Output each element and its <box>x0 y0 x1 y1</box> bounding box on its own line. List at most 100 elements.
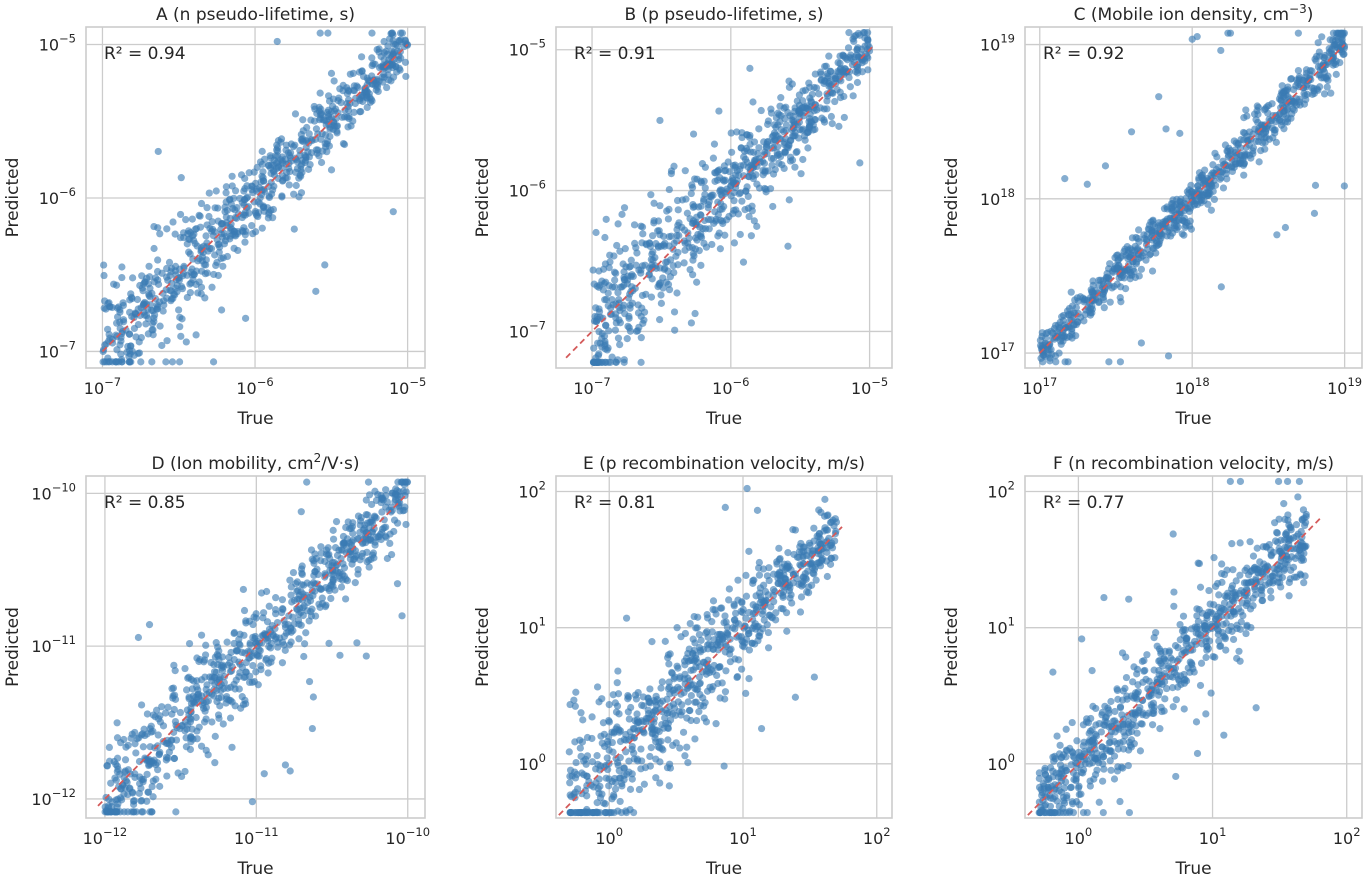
data-point <box>655 744 664 752</box>
data-point <box>681 670 689 678</box>
data-point <box>1055 349 1063 357</box>
data-point <box>282 141 291 149</box>
data-point <box>681 246 689 254</box>
data-point <box>1099 752 1108 761</box>
data-point <box>156 230 164 238</box>
data-point <box>130 808 138 816</box>
data-point <box>214 204 222 212</box>
data-point <box>637 312 645 321</box>
data-point <box>1035 774 1043 783</box>
data-point <box>212 187 220 195</box>
data-point <box>1152 237 1161 245</box>
data-point <box>1072 771 1081 780</box>
data-point <box>249 661 257 670</box>
data-point <box>1135 226 1143 234</box>
data-point <box>274 147 282 155</box>
data-point <box>627 256 635 264</box>
data-point <box>864 66 872 74</box>
data-point <box>755 125 763 133</box>
data-point <box>679 728 688 736</box>
data-point <box>197 199 206 208</box>
data-point <box>122 777 130 785</box>
data-point <box>201 707 209 715</box>
data-point <box>765 611 773 619</box>
data-point <box>1059 337 1067 345</box>
data-point <box>782 609 791 617</box>
data-point <box>233 647 241 655</box>
data-point <box>769 154 778 163</box>
data-point <box>289 613 297 621</box>
data-point <box>1042 334 1050 342</box>
data-point <box>846 83 854 91</box>
data-point <box>843 56 851 64</box>
data-point <box>1139 678 1147 686</box>
data-point <box>622 730 630 739</box>
data-point <box>1118 649 1127 657</box>
data-point <box>1207 206 1215 214</box>
data-point <box>1172 772 1180 781</box>
data-point <box>326 132 334 141</box>
data-point <box>1075 790 1083 799</box>
y-axis-label: Predicted <box>942 607 962 687</box>
data-point <box>1124 261 1133 269</box>
data-point <box>657 291 665 299</box>
data-point <box>315 600 323 608</box>
data-point <box>241 673 249 681</box>
data-point <box>625 263 633 271</box>
data-point <box>750 576 758 584</box>
data-point <box>117 350 125 358</box>
data-point <box>594 315 602 324</box>
data-point <box>338 570 346 578</box>
data-point <box>803 588 811 596</box>
data-point <box>1169 703 1177 711</box>
data-point <box>295 591 304 599</box>
data-point <box>143 770 151 778</box>
data-point <box>637 358 645 366</box>
data-point <box>265 602 273 610</box>
data-point <box>758 610 767 618</box>
data-point <box>170 754 179 763</box>
identity-reference-line <box>1039 43 1346 354</box>
data-point <box>656 202 664 210</box>
data-point <box>231 702 239 710</box>
data-point <box>1217 46 1225 55</box>
data-point <box>727 129 735 137</box>
data-point <box>593 752 601 760</box>
data-point <box>1170 222 1179 230</box>
data-point <box>628 770 636 778</box>
data-point <box>147 728 155 736</box>
data-point <box>1258 591 1266 599</box>
data-point <box>1204 626 1212 634</box>
data-point <box>175 358 184 366</box>
data-point <box>858 68 866 76</box>
data-point <box>633 755 641 763</box>
data-point <box>605 782 613 790</box>
y-tick-label: 1018 <box>980 186 1015 209</box>
data-point <box>386 530 394 538</box>
data-point <box>176 210 185 219</box>
data-point <box>765 564 773 572</box>
data-point <box>175 306 183 314</box>
data-point <box>1310 209 1319 217</box>
data-point <box>1229 566 1237 574</box>
data-point <box>1220 731 1228 739</box>
data-point <box>702 629 710 637</box>
x-tick-label: 102 <box>863 825 891 848</box>
data-point <box>1046 794 1055 802</box>
data-point <box>1257 133 1265 141</box>
data-point <box>183 271 191 279</box>
data-point <box>661 264 669 272</box>
data-point <box>324 29 332 37</box>
data-point <box>292 580 300 588</box>
data-point <box>319 116 328 124</box>
data-point <box>1073 737 1081 745</box>
data-point <box>595 698 603 706</box>
data-point <box>118 273 126 282</box>
data-point <box>697 636 705 644</box>
y-tick-label: 10−7 <box>509 318 546 341</box>
data-point <box>1074 784 1083 792</box>
data-point <box>317 549 325 557</box>
data-point <box>1301 543 1309 551</box>
subplot-title: D (Ion mobility, cm2/V·s) <box>152 451 360 474</box>
data-point <box>332 517 341 526</box>
